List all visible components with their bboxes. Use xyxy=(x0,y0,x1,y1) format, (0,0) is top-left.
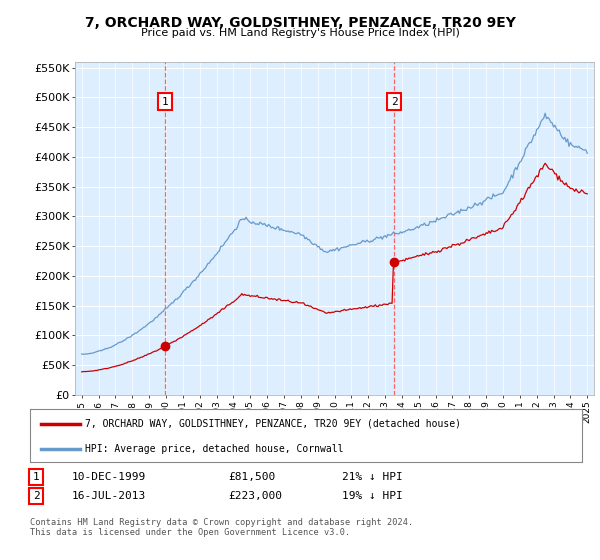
Text: Price paid vs. HM Land Registry's House Price Index (HPI): Price paid vs. HM Land Registry's House … xyxy=(140,28,460,38)
Text: 19% ↓ HPI: 19% ↓ HPI xyxy=(342,491,403,501)
Text: 2: 2 xyxy=(32,491,40,501)
Text: £81,500: £81,500 xyxy=(228,472,275,482)
Text: 2: 2 xyxy=(391,96,398,106)
Text: Contains HM Land Registry data © Crown copyright and database right 2024.
This d: Contains HM Land Registry data © Crown c… xyxy=(30,518,413,538)
Text: 7, ORCHARD WAY, GOLDSITHNEY, PENZANCE, TR20 9EY (detached house): 7, ORCHARD WAY, GOLDSITHNEY, PENZANCE, T… xyxy=(85,419,461,429)
Text: £223,000: £223,000 xyxy=(228,491,282,501)
Text: 10-DEC-1999: 10-DEC-1999 xyxy=(72,472,146,482)
Text: 7, ORCHARD WAY, GOLDSITHNEY, PENZANCE, TR20 9EY: 7, ORCHARD WAY, GOLDSITHNEY, PENZANCE, T… xyxy=(85,16,515,30)
Text: 16-JUL-2013: 16-JUL-2013 xyxy=(72,491,146,501)
Text: 21% ↓ HPI: 21% ↓ HPI xyxy=(342,472,403,482)
Text: 1: 1 xyxy=(32,472,40,482)
Text: HPI: Average price, detached house, Cornwall: HPI: Average price, detached house, Corn… xyxy=(85,444,344,454)
Text: 1: 1 xyxy=(161,96,169,106)
